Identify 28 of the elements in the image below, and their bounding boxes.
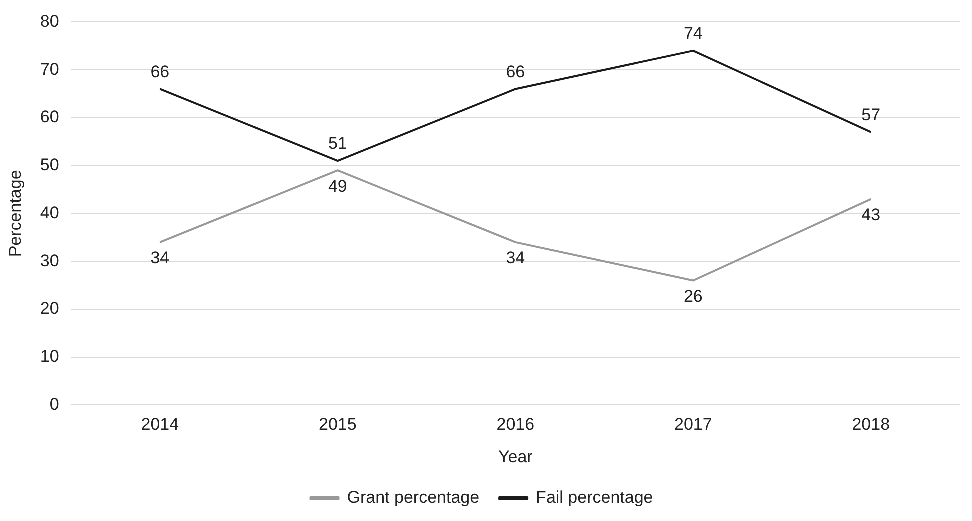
legend-label: Fail percentage xyxy=(536,488,654,508)
data-label: 49 xyxy=(328,176,348,196)
data-label: 57 xyxy=(862,106,881,124)
x-tick-label: 2017 xyxy=(674,415,712,434)
x-tick-label: 2014 xyxy=(141,415,180,434)
x-tick-label: 2016 xyxy=(496,415,535,434)
data-label: 74 xyxy=(684,24,703,44)
y-tick-label: 60 xyxy=(40,108,60,127)
legend-label: Grant percentage xyxy=(347,488,480,508)
x-tick-label: 2018 xyxy=(852,415,890,434)
data-label: 34 xyxy=(150,248,170,268)
x-axis-title: Year xyxy=(498,447,534,466)
data-label: 26 xyxy=(684,286,703,306)
y-tick-label: 20 xyxy=(40,299,60,318)
y-tick-label: 0 xyxy=(50,394,60,414)
y-tick-label: 70 xyxy=(40,60,60,79)
data-label: 51 xyxy=(328,134,348,154)
x-tick-label: 2015 xyxy=(319,415,357,434)
y-axis-title: Percentage xyxy=(6,170,25,258)
y-tick-label: 30 xyxy=(40,251,60,270)
data-label: 34 xyxy=(506,248,526,268)
data-label: 43 xyxy=(862,206,881,225)
data-label: 66 xyxy=(506,62,526,82)
y-tick-label: 80 xyxy=(40,12,60,31)
y-tick-label: 10 xyxy=(40,347,60,366)
y-tick-label: 40 xyxy=(40,203,60,222)
y-tick-label: 50 xyxy=(40,156,60,175)
data-label: 66 xyxy=(150,62,170,82)
